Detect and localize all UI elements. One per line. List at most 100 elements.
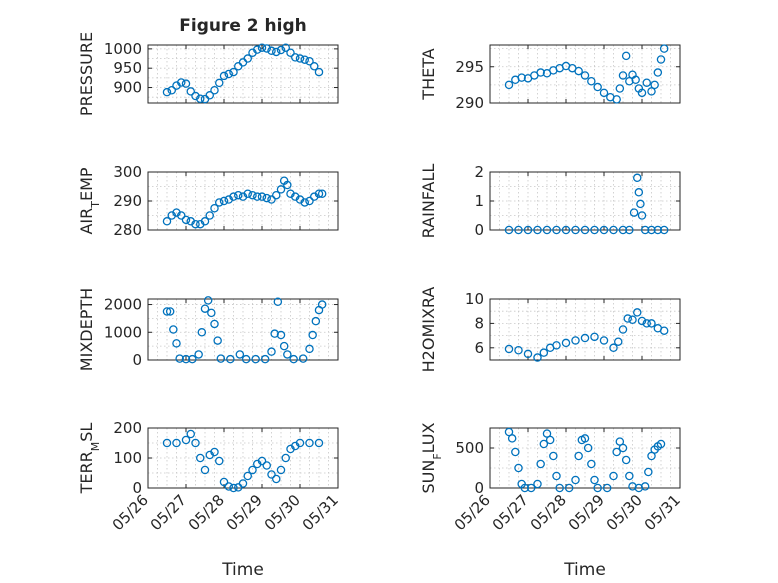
data-point bbox=[580, 225, 590, 235]
data-point bbox=[305, 196, 314, 206]
data-point bbox=[618, 71, 628, 80]
data-point bbox=[210, 319, 219, 329]
data-point bbox=[593, 82, 602, 92]
data-point bbox=[305, 438, 314, 448]
data-point bbox=[571, 475, 580, 485]
data-point bbox=[514, 225, 523, 235]
y-tick-label: 1000 bbox=[104, 323, 142, 341]
data-point bbox=[162, 87, 172, 97]
data-point bbox=[599, 336, 609, 345]
data-point bbox=[615, 84, 625, 93]
data-point bbox=[637, 316, 647, 326]
data-point bbox=[267, 46, 276, 56]
data-point bbox=[281, 453, 290, 463]
data-point bbox=[564, 483, 574, 493]
data-point bbox=[533, 353, 542, 362]
data-point bbox=[656, 439, 666, 449]
x-axis-label: Time bbox=[221, 560, 264, 580]
data-point bbox=[267, 195, 276, 204]
y-tick-label: 900 bbox=[113, 79, 142, 97]
data-point bbox=[200, 304, 210, 313]
data-point bbox=[191, 438, 200, 448]
data-point bbox=[633, 308, 642, 317]
y-tick-label: 295 bbox=[455, 58, 484, 76]
x-tick-label: 05/30 bbox=[603, 491, 646, 534]
data-point bbox=[574, 451, 583, 461]
data-point bbox=[241, 354, 251, 364]
x-tick-label: 05/28 bbox=[185, 491, 228, 534]
data-point bbox=[314, 189, 324, 198]
data-point bbox=[552, 471, 561, 481]
data-point bbox=[609, 471, 618, 481]
data-point bbox=[271, 474, 281, 484]
data-point bbox=[637, 211, 647, 220]
data-point bbox=[300, 55, 309, 64]
data-point bbox=[262, 193, 271, 203]
data-point bbox=[507, 434, 517, 443]
y-axis-label: MIXDEPTH bbox=[77, 288, 96, 371]
data-point bbox=[523, 225, 533, 235]
x-tick-label: 05/31 bbox=[641, 491, 684, 534]
y-axis-label: PRESSURE bbox=[77, 32, 96, 116]
data-point bbox=[162, 217, 172, 226]
axes-rainfall: 0 1 2 RAINFALL bbox=[419, 163, 681, 239]
data-point bbox=[314, 438, 324, 448]
data-point bbox=[176, 78, 186, 87]
data-point bbox=[233, 190, 243, 200]
data-point bbox=[647, 319, 656, 328]
data-point bbox=[523, 349, 533, 359]
data-point bbox=[169, 325, 178, 334]
axes-frame bbox=[147, 44, 339, 104]
data-point bbox=[656, 55, 666, 64]
data-point bbox=[186, 87, 195, 96]
data-point bbox=[552, 225, 561, 235]
data-point bbox=[650, 80, 659, 90]
data-point bbox=[251, 354, 260, 364]
data-point bbox=[290, 53, 300, 62]
data-point bbox=[181, 435, 191, 445]
data-point bbox=[172, 339, 181, 348]
data-point bbox=[571, 225, 580, 235]
data-point bbox=[533, 225, 542, 235]
data-point bbox=[283, 180, 292, 190]
data-point bbox=[262, 44, 271, 53]
data-point bbox=[257, 456, 267, 466]
data-point bbox=[580, 333, 590, 343]
axes-frame bbox=[489, 427, 681, 489]
data-point bbox=[276, 45, 286, 55]
data-point bbox=[248, 465, 257, 475]
data-point bbox=[599, 225, 609, 235]
data-point bbox=[260, 354, 270, 364]
data-point bbox=[243, 471, 252, 481]
data-point bbox=[210, 447, 219, 457]
data-point bbox=[628, 315, 637, 324]
data-point bbox=[539, 348, 549, 357]
data-point bbox=[224, 69, 233, 79]
y-axis-label: H2OMIXRA bbox=[419, 287, 438, 373]
data-point bbox=[271, 47, 281, 57]
data-point bbox=[317, 189, 327, 198]
data-point bbox=[298, 354, 308, 363]
x-tick-label: 05/27 bbox=[147, 491, 190, 534]
data-point bbox=[162, 307, 172, 316]
data-point bbox=[162, 438, 172, 448]
data-point bbox=[262, 461, 271, 470]
data-point bbox=[623, 314, 633, 323]
data-point bbox=[580, 71, 590, 80]
data-point bbox=[590, 225, 599, 235]
axes-box bbox=[147, 427, 339, 489]
data-point bbox=[213, 336, 222, 345]
data-point bbox=[200, 465, 210, 475]
data-point bbox=[191, 219, 200, 229]
data-point bbox=[561, 338, 571, 348]
data-point bbox=[618, 225, 628, 235]
axes-mixdepth: 0 1000 2000 MIXDEPTH bbox=[77, 288, 339, 371]
y-axis-label: TERRMSL bbox=[77, 423, 102, 495]
data-point bbox=[188, 354, 197, 364]
data-point bbox=[659, 326, 669, 335]
data-point bbox=[200, 217, 210, 226]
data-point bbox=[273, 297, 283, 307]
data-point bbox=[289, 354, 298, 364]
data-point bbox=[633, 173, 642, 183]
